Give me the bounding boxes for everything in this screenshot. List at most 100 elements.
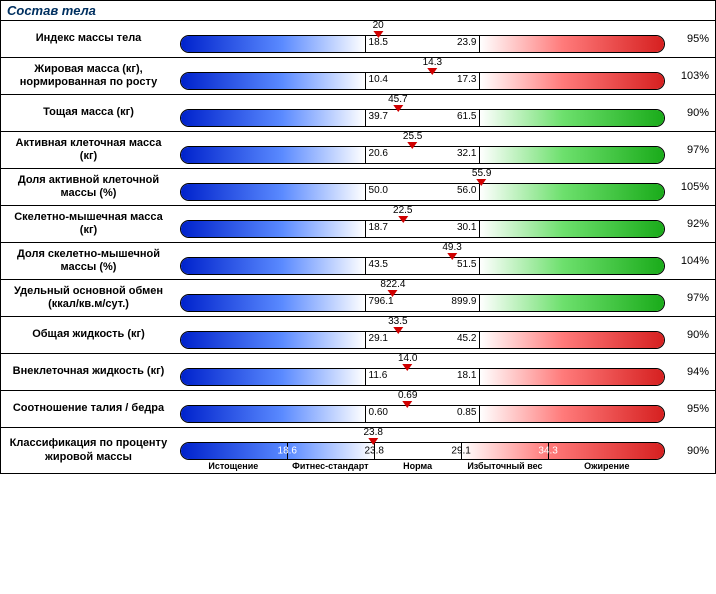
marker-value: 23.8 [363,428,382,438]
metric-label: Общая жидкость (кг) [1,317,176,353]
norm-hi-label: 32.1 [457,148,476,159]
norm-lo-label: 10.4 [369,74,388,85]
metric-row: Внеклеточная жидкость (кг) 11.6 18.1 14.0 94… [1,354,715,391]
metric-label: Индекс массы тела [1,21,176,57]
rows-container: Индекс массы тела 18.5 23.9 20 95% Жировая ма… [1,21,715,473]
marker-value: 45.7 [388,95,407,105]
norm-hi-label: 17.3 [457,74,476,85]
range-bar: 11.6 18.1 [180,368,665,386]
classification-tick-label: 34.3 [538,446,557,457]
norm-lo-label: 29.1 [369,333,388,344]
percent-value: 94% [669,354,715,390]
range-bar: 29.1 45.2 [180,331,665,349]
legend-item: Норма [374,461,461,471]
metric-row: Соотношение талия / бедра0.600.85 0.69 95% [1,391,715,428]
percent-value: 104% [669,243,715,279]
percent-value: 95% [669,21,715,57]
norm-hi-label: 51.5 [457,259,476,270]
metric-bar-area: 18.730.1 22.5 [176,206,669,242]
marker-value: 14.3 [423,58,442,68]
metric-label: Доля скелетно-мышечной массы (%) [1,243,176,279]
metric-label: Тощая масса (кг) [1,95,176,131]
range-bar: 43.551.5 [180,257,665,275]
metric-bar-area: 20.6 32.1 25.5 [176,132,669,168]
range-bar: 796.1 899.9 [180,294,665,312]
marker-value: 14.0 [398,354,417,364]
marker-value: 20 [373,21,384,31]
marker-value: 22.5 [393,206,412,216]
range-bar: 18.5 23.9 [180,35,665,53]
marker-value: 0.69 [398,391,417,401]
metric-row: Тощая масса (кг)39.761.5 45.7 90% [1,95,715,132]
metric-bar-area: 18.5 23.9 20 [176,21,669,57]
norm-lo-label: 0.60 [369,407,388,418]
classification-row: Классификация по проценту жировой массы1… [1,428,715,473]
legend-item: Истощение [180,461,287,471]
legend-item: Избыточный вес [461,461,548,471]
marker-value: 25.5 [403,132,422,142]
norm-lo-label: 18.5 [369,37,388,48]
metric-label: Доля активной клеточной массы (%) [1,169,176,205]
metric-label: Жировая масса (кг), нормированная по рос… [1,58,176,94]
norm-lo-label: 50.0 [369,185,388,196]
metric-row: Скелетно-мышечная масса (кг)18.730.1 22.5… [1,206,715,243]
norm-hi-label: 23.9 [457,37,476,48]
metric-bar-area: 796.1 899.9 822.4 [176,280,669,316]
norm-hi-label: 56.0 [457,185,476,196]
metric-bar-area: 10.4 17.3 14.3 [176,58,669,94]
classification-tick-label: 18.6 [278,446,297,457]
marker-value: 49.3 [442,243,461,253]
metric-row: Доля скелетно-мышечной массы (%)43.551.5… [1,243,715,280]
percent-value: 92% [669,206,715,242]
range-bar: 0.600.85 [180,405,665,423]
classification-tick-label: 29.1 [451,446,470,457]
classification-tick-label: 23.8 [364,446,383,457]
norm-lo-label: 796.1 [369,296,394,307]
marker-value: 33.5 [388,317,407,327]
metric-label: Удельный основной обмен (ккал/кв.м/сут.) [1,280,176,316]
range-bar: 39.761.5 [180,109,665,127]
metric-label: Скелетно-мышечная масса (кг) [1,206,176,242]
legend-item: Фитнес-стандарт [287,461,374,471]
range-bar: 18.730.1 [180,220,665,238]
range-bar: 20.6 32.1 [180,146,665,164]
metric-row: Жировая масса (кг), нормированная по рос… [1,58,715,95]
metric-row: Удельный основной обмен (ккал/кв.м/сут.)… [1,280,715,317]
metric-label: Внеклеточная жидкость (кг) [1,354,176,390]
metric-bar-area: 11.6 18.1 14.0 [176,354,669,390]
percent-value: 95% [669,391,715,427]
panel-title: Состав тела [1,1,715,21]
percent-value: 90% [669,95,715,131]
norm-hi-label: 45.2 [457,333,476,344]
percent-value: 90% [669,317,715,353]
metric-row: Общая жидкость (кг) 29.1 45.2 33.5 90% [1,317,715,354]
marker-value: 55.9 [472,169,491,179]
norm-lo-label: 18.7 [369,222,388,233]
metric-bar-area: 43.551.5 49.3 [176,243,669,279]
percent-value: 105% [669,169,715,205]
body-composition-panel: Состав тела Индекс массы тела 18.5 23.9 20 9… [0,0,716,474]
metric-row: Доля активной клеточной массы (%) 50.0 56.… [1,169,715,206]
norm-hi-label: 18.1 [457,370,476,381]
metric-bar-area: 39.761.5 45.7 [176,95,669,131]
metric-row: Индекс массы тела 18.5 23.9 20 95% [1,21,715,58]
norm-lo-label: 20.6 [369,148,388,159]
metric-label: Классификация по проценту жировой массы [1,428,176,473]
norm-hi-label: 899.9 [451,296,476,307]
metric-bar-area: 0.600.85 0.69 [176,391,669,427]
range-bar: 50.0 56.0 [180,183,665,201]
metric-bar-area: 29.1 45.2 33.5 [176,317,669,353]
metric-label: Соотношение талия / бедра [1,391,176,427]
percent-value: 97% [669,280,715,316]
legend-item: Ожирение [549,461,665,471]
metric-bar-area: 50.0 56.0 55.9 [176,169,669,205]
classification-bar-area: 18.6 23.8 29.1 34.3 23.8 ИстощениеФитнес-стан… [176,428,669,473]
marker-value: 822.4 [380,280,405,290]
percent-value: 90% [669,428,715,473]
range-bar: 10.4 17.3 [180,72,665,90]
norm-lo-label: 11.6 [369,370,388,381]
norm-lo-label: 39.7 [369,111,388,122]
percent-value: 97% [669,132,715,168]
percent-value: 103% [669,58,715,94]
classification-bar: 18.6 23.8 29.1 34.3 [180,442,665,460]
